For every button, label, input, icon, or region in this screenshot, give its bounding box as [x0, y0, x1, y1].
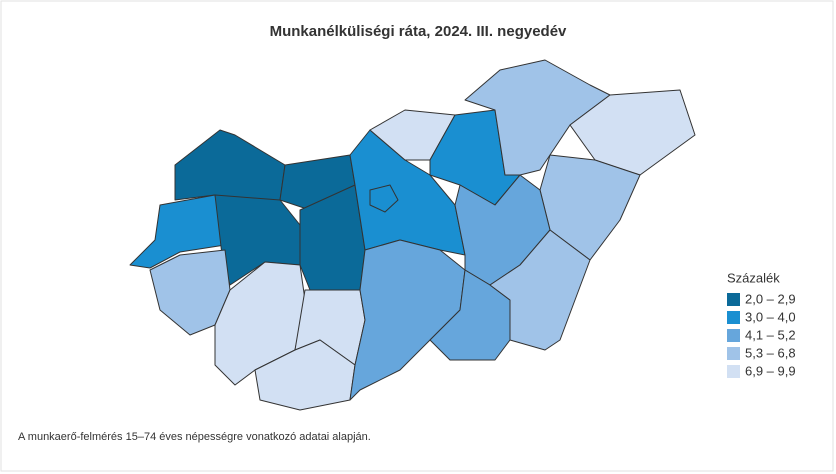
footnote: A munkaerő-felmérés 15–74 éves népességr…: [18, 431, 371, 443]
title: Munkanélküliségi ráta, 2024. III. negyed…: [270, 23, 567, 40]
legend-title: Százalék: [727, 270, 780, 285]
legend-label: 2,0 – 2,9: [745, 291, 796, 306]
legend-label: 6,9 – 9,9: [745, 363, 796, 378]
legend-swatch: [727, 347, 740, 360]
county-map: [129, 59, 696, 411]
county: [369, 184, 399, 213]
county: [349, 239, 466, 401]
legend: 2,0 – 2,9 3,0 – 4,0 4,1 – 5,2 5,3 – 6,8 6,9 …: [727, 291, 796, 378]
legend-swatch: [727, 293, 740, 306]
legend-swatch: [727, 365, 740, 378]
county: [464, 59, 611, 176]
county: [489, 229, 591, 351]
legend-swatch: [727, 311, 740, 324]
legend-swatch: [727, 329, 740, 342]
legend-label: 5,3 – 6,8: [745, 345, 796, 360]
legend-label: 4,1 – 5,2: [745, 327, 796, 342]
legend-label: 3,0 – 4,0: [745, 309, 796, 324]
